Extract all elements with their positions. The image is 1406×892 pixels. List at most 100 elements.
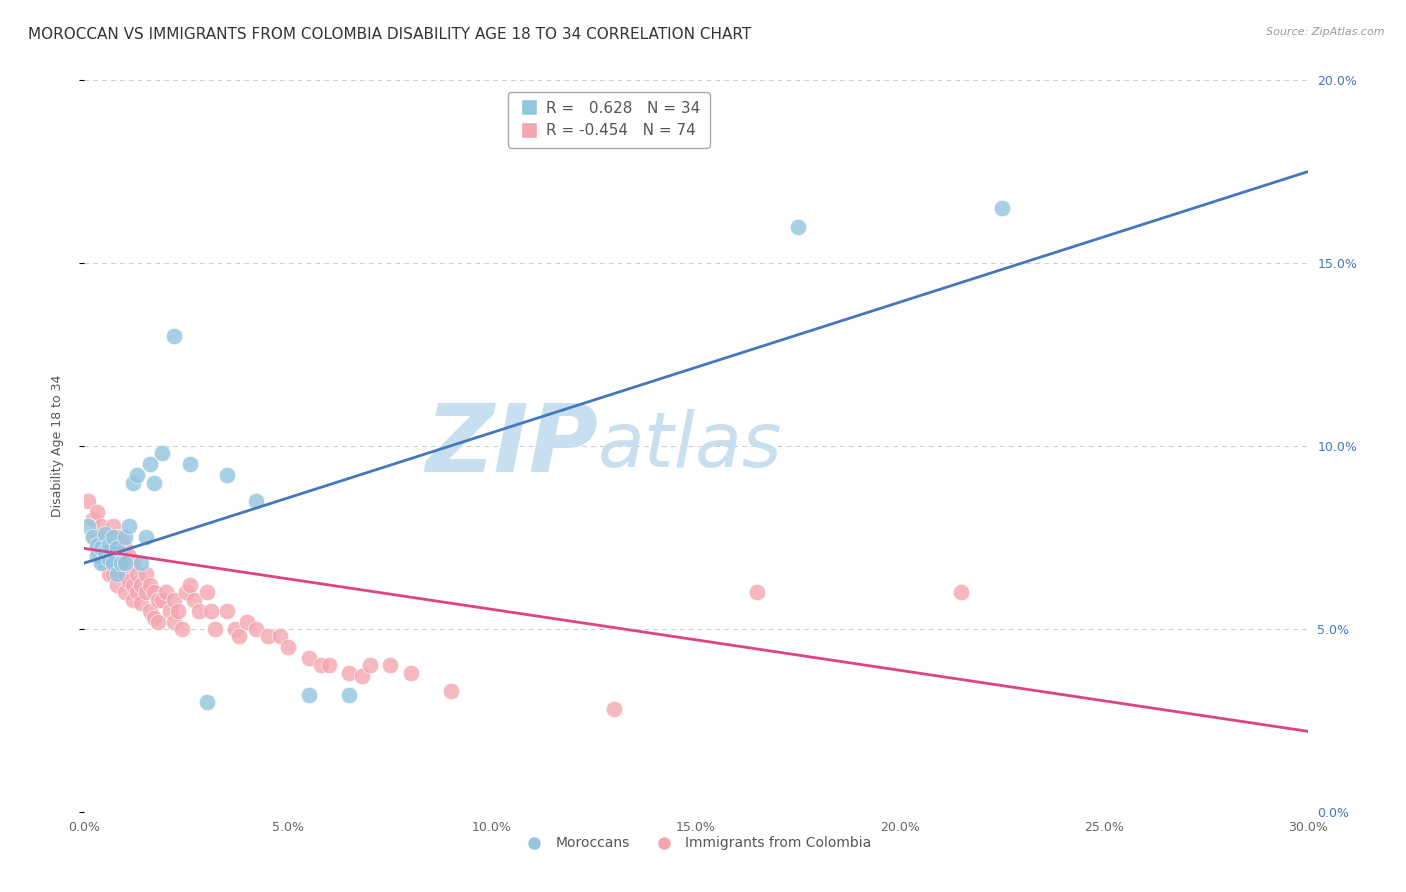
Point [142,611,165,625]
Point [97,538,120,552]
Point [110,556,132,570]
Point [131,596,153,610]
Point [77,519,100,533]
Point [146,592,169,607]
Point [135,567,157,582]
Point [200,603,222,617]
Point [90,541,112,556]
Point [187,603,209,617]
Point [269,629,291,643]
Point [150,446,173,460]
Point [163,592,186,607]
Point [318,658,340,673]
Point [179,578,201,592]
Point [298,688,321,702]
Point [122,475,145,490]
Point [135,585,157,599]
Point [86,538,108,552]
Point [118,549,141,563]
Point [93,556,115,570]
Point [950,585,973,599]
Point [146,615,169,629]
Point [114,556,136,570]
Point [991,201,1014,215]
Point [195,585,218,599]
Point [142,475,165,490]
Point [440,684,463,698]
Point [114,567,136,582]
Point [245,494,267,508]
Point [110,556,132,570]
Point [97,567,120,582]
Point [114,541,136,556]
Point [135,530,157,544]
Point [105,556,128,570]
Point [105,541,128,556]
Point [127,567,149,582]
Point [131,556,153,570]
Point [82,530,104,544]
Point [122,578,145,592]
Point [122,592,145,607]
Point [245,622,267,636]
Point [101,567,124,582]
Point [101,530,124,544]
Point [183,592,205,607]
Point [172,622,194,636]
Point [380,658,402,673]
Point [86,505,108,519]
Point [339,665,361,680]
Point [77,494,100,508]
Point [277,640,299,655]
Point [93,545,115,559]
Point [90,549,112,563]
Point [101,556,124,570]
Point [217,603,239,617]
Point [82,512,104,526]
Point [118,519,141,533]
Point [101,541,124,556]
Point [97,530,120,544]
Point [224,622,246,636]
Text: MOROCCAN VS IMMIGRANTS FROM COLOMBIA DISABILITY AGE 18 TO 34 CORRELATION CHART: MOROCCAN VS IMMIGRANTS FROM COLOMBIA DIS… [28,27,751,42]
Point [359,658,381,673]
Point [131,578,153,592]
Point [90,519,112,533]
Point [127,585,149,599]
Point [110,530,132,544]
Point [142,585,165,599]
Point [97,541,120,556]
Text: atlas: atlas [598,409,783,483]
Point [138,603,160,617]
Point [138,578,160,592]
Point [298,651,321,665]
Point [339,688,361,702]
Point [138,457,160,471]
Point [118,574,141,589]
Point [257,629,280,643]
Point [217,468,239,483]
Point [114,530,136,544]
Point [93,530,115,544]
Point [747,585,769,599]
Point [86,549,108,563]
Point [787,219,810,234]
Point [163,329,186,343]
Point [93,526,115,541]
Point [101,519,124,533]
Point [150,592,173,607]
Point [90,556,112,570]
Point [127,468,149,483]
Text: ZIP: ZIP [425,400,598,492]
Point [105,578,128,592]
Point [122,556,145,570]
Legend: Moroccans, Immigrants from Colombia: Moroccans, Immigrants from Colombia [515,830,877,856]
Point [114,585,136,599]
Point [167,603,190,617]
Point [195,695,218,709]
Point [105,567,128,582]
Point [159,603,181,617]
Point [603,702,626,716]
Point [105,530,128,544]
Point [155,585,177,599]
